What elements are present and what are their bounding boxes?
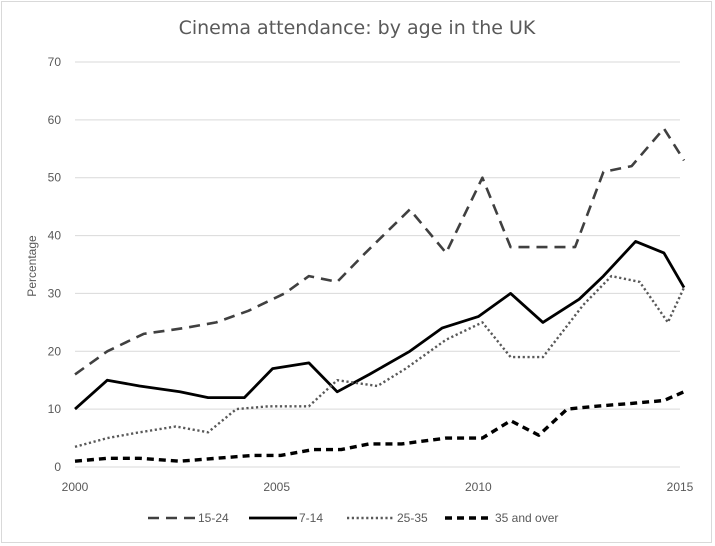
series-line-7-14 (74, 240, 686, 411)
series-line-35-and-over (74, 390, 685, 463)
y-axis-ticks: 0 10 20 30 40 50 60 70 (48, 55, 62, 474)
chart-title: Cinema attendance: by age in the UK (179, 17, 536, 39)
y-tick-label: 60 (48, 113, 62, 127)
x-tick-label: 2000 (62, 480, 89, 494)
series-lines (74, 127, 686, 463)
series-line-25-35 (74, 274, 686, 448)
legend-label: 35 and over (495, 511, 558, 525)
legend-label: 15-24 (198, 511, 229, 525)
legend: 15-24 7-14 25-35 35 and over (148, 511, 558, 525)
legend-label: 7-14 (299, 511, 323, 525)
y-tick-label: 70 (48, 55, 62, 69)
legend-label: 25-35 (397, 511, 428, 525)
y-tick-label: 40 (48, 229, 62, 243)
gridlines (75, 61, 680, 468)
y-axis-label: Percentage (25, 235, 39, 297)
y-tick-label: 0 (54, 460, 61, 474)
x-tick-label: 2005 (263, 480, 290, 494)
x-tick-label: 2010 (465, 480, 492, 494)
y-tick-label: 30 (48, 286, 62, 300)
series-line-15-24 (74, 127, 686, 376)
y-tick-label: 10 (48, 402, 62, 416)
x-tick-label: 2015 (667, 480, 694, 494)
y-tick-label: 50 (48, 171, 62, 185)
y-tick-label: 20 (48, 344, 62, 358)
x-axis-ticks: 2000 2005 2010 2015 (62, 480, 694, 494)
